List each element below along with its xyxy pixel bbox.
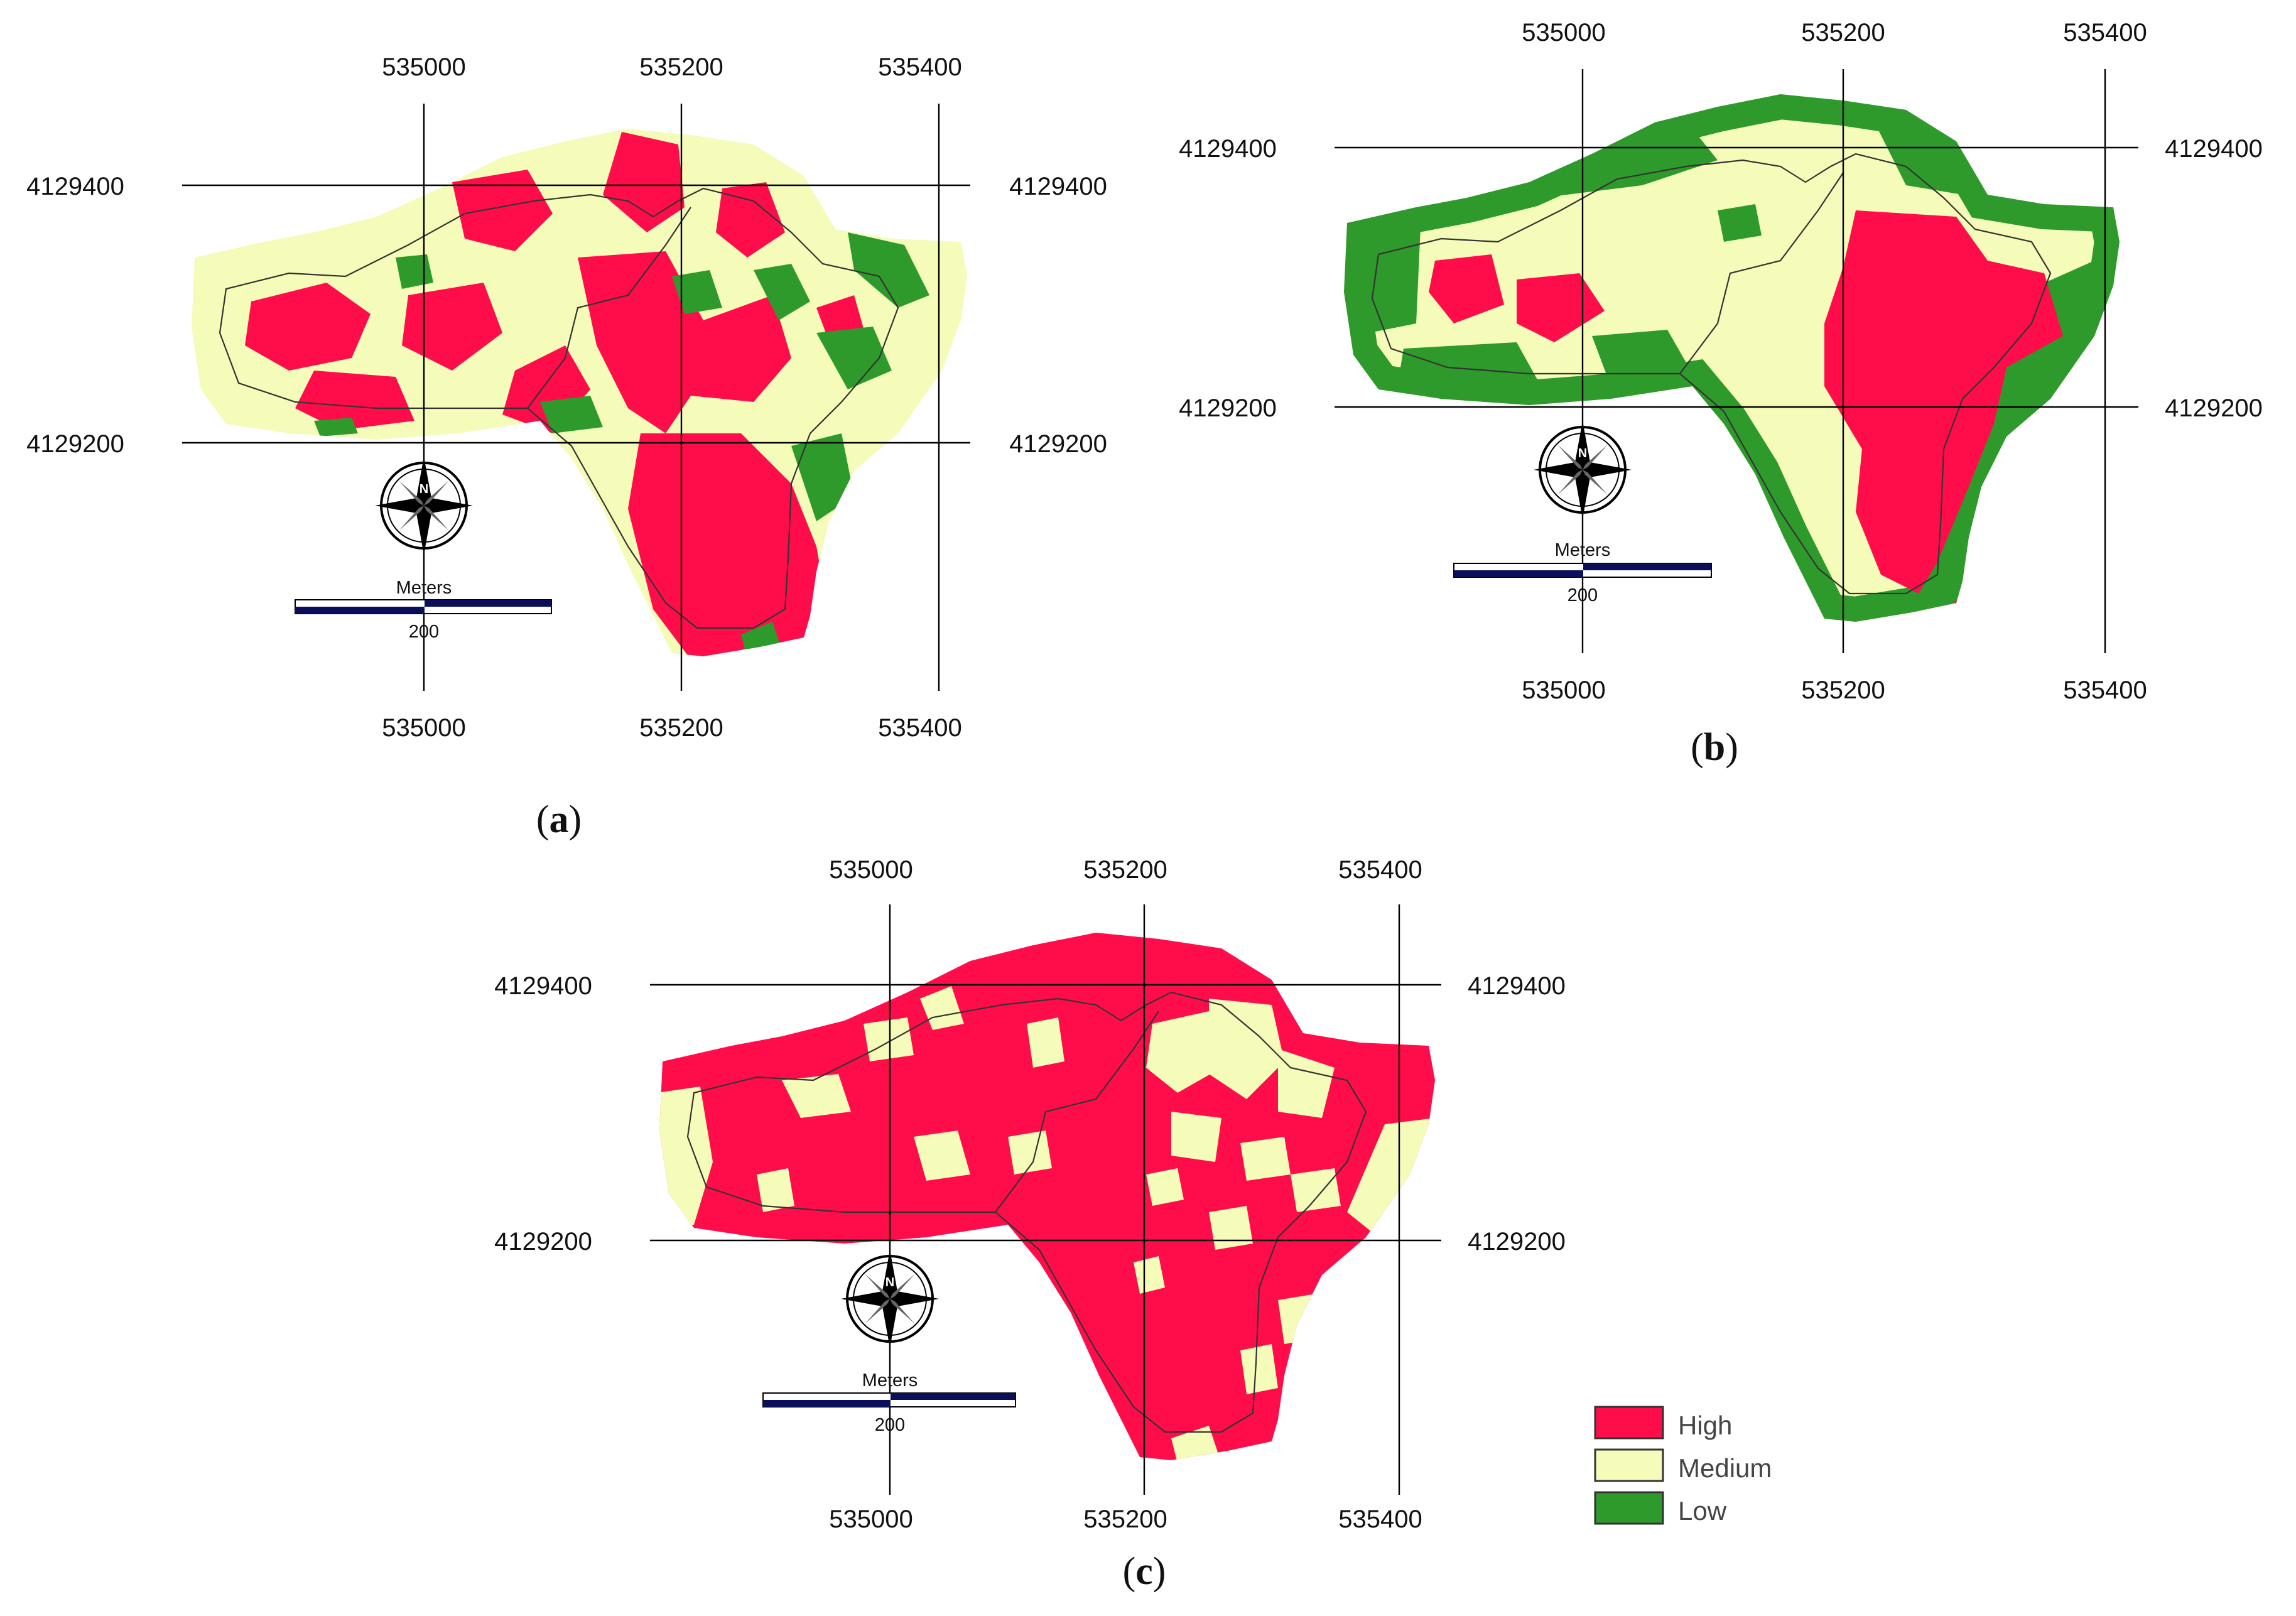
panel-b: 535000 535200 535400 535000 535200 53540… <box>1179 19 2263 769</box>
panel-c-bottom-x-label-1: 535000 <box>829 1505 912 1533</box>
panel-c-zones <box>659 986 1435 1460</box>
panel-c: 535000 535200 535400 535000 535200 53540… <box>494 856 1566 1593</box>
legend-item-medium: Medium <box>1594 1448 1772 1483</box>
panel-a-bottom-x-label-3: 535400 <box>878 714 961 742</box>
panel-b-right-y-label-1: 4129400 <box>2165 135 2263 163</box>
legend: High Medium Low <box>1594 1406 1772 1526</box>
panel-c-scale-bar: Meters 200 <box>762 1370 1016 1435</box>
panel-b-bottom-x-label-1: 535000 <box>1522 676 1605 704</box>
legend-label-low: Low <box>1678 1496 1727 1526</box>
panel-a-bottom-x-label-1: 535000 <box>382 714 465 742</box>
panel-b-map <box>1344 94 2120 622</box>
panel-c-right-y-label-1: 4129400 <box>1468 972 1566 1000</box>
panel-b-left-y-label-2: 4129200 <box>1179 394 1277 422</box>
panel-a-caption: (a) <box>536 798 582 841</box>
panel-a-left-y-label-1: 4129400 <box>26 173 124 200</box>
panel-a-top-x-label-2: 535200 <box>639 53 723 81</box>
panel-a-scale-units: Meters <box>396 578 452 598</box>
panel-c-top-x-label-2: 535200 <box>1083 856 1167 884</box>
panel-a-north-letter: N <box>420 482 428 496</box>
panel-b-grid <box>1335 69 2138 653</box>
panel-a-zones <box>245 132 929 656</box>
panel-a-scale-bar: Meters 200 <box>295 578 552 642</box>
panel-b-scale-bar: Meters 200 <box>1453 540 1712 605</box>
panel-b-left-y-label-1: 4129400 <box>1179 135 1277 163</box>
panel-c-top-x-label-1: 535000 <box>829 856 912 884</box>
panel-a-grid <box>182 104 970 691</box>
panel-c-left-y-label-1: 4129400 <box>494 972 592 1000</box>
panel-c-map <box>659 933 1435 1460</box>
panel-c-north-letter: N <box>885 1276 894 1289</box>
panel-b-top-x-label-2: 535200 <box>1801 19 1885 46</box>
panel-a-right-y-label-2: 4129200 <box>1009 430 1107 458</box>
panel-a-left-y-label-2: 4129200 <box>26 430 124 458</box>
panel-b-top-x-label-3: 535400 <box>2063 19 2147 46</box>
panel-c-scale-value: 200 <box>875 1415 905 1435</box>
panel-c-scale-units: Meters <box>862 1370 918 1391</box>
legend-item-high: High <box>1594 1406 1732 1440</box>
panel-b-bottom-x-label-3: 535400 <box>2063 676 2147 704</box>
panel-c-bottom-x-label-3: 535400 <box>1338 1505 1422 1533</box>
panel-b-scale-value: 200 <box>1568 585 1598 605</box>
panel-b-top-x-label-1: 535000 <box>1522 19 1605 46</box>
panel-c-top-x-label-3: 535400 <box>1338 856 1422 884</box>
panel-a-scale-value: 200 <box>409 622 439 642</box>
legend-label-medium: Medium <box>1678 1453 1772 1483</box>
panel-a-north-arrow-icon: N <box>374 455 474 556</box>
panel-a-top-x-label-1: 535000 <box>382 53 465 81</box>
panel-b-north-letter: N <box>1578 447 1587 460</box>
panel-c-north-arrow-icon: N <box>840 1249 940 1349</box>
panel-b-scale-units: Meters <box>1555 540 1611 560</box>
panel-a-bottom-x-label-2: 535200 <box>639 714 723 742</box>
panel-a-right-y-label-1: 4129400 <box>1009 173 1107 200</box>
panel-a-map <box>192 129 967 656</box>
panel-c-bottom-x-label-2: 535200 <box>1083 1505 1167 1533</box>
legend-item-low: Low <box>1594 1491 1727 1526</box>
panel-b-north-arrow-icon: N <box>1532 420 1633 520</box>
panel-b-right-y-label-2: 4129200 <box>2165 394 2263 422</box>
panel-a: 535000 535200 535400 535000 535200 53540… <box>26 53 1107 841</box>
panel-b-caption: (b) <box>1691 726 1738 769</box>
panel-b-bottom-x-label-2: 535200 <box>1801 676 1885 704</box>
legend-label-high: High <box>1678 1411 1732 1440</box>
panel-c-left-y-label-2: 4129200 <box>494 1228 592 1255</box>
panel-c-caption: (c) <box>1123 1550 1166 1593</box>
panel-c-right-y-label-2: 4129200 <box>1468 1228 1566 1255</box>
panel-a-top-x-label-3: 535400 <box>878 53 961 81</box>
